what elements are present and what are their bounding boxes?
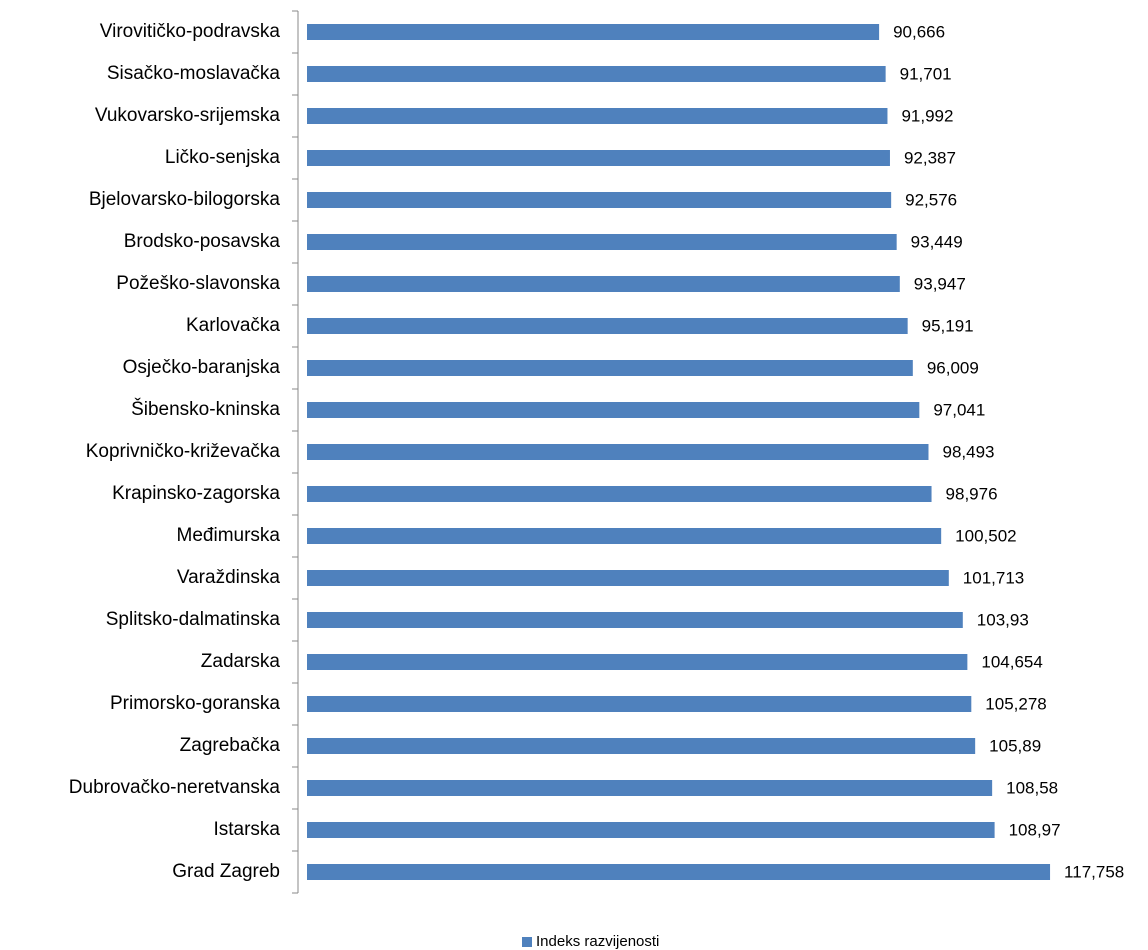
value-label: 92,576: [905, 190, 957, 209]
value-label: 93,449: [911, 232, 963, 251]
category-label: Zagrebačka: [180, 735, 281, 756]
category-label: Bjelovarsko-bilogorska: [89, 189, 281, 210]
bar: [307, 360, 913, 376]
category-label: Osječko-baranjska: [123, 357, 281, 378]
bar: [307, 780, 993, 796]
bar: [307, 192, 892, 208]
bar: [307, 528, 942, 544]
category-label: Dubrovačko-neretvanska: [69, 777, 281, 798]
value-label: 98,976: [946, 484, 998, 503]
legend-label: Indeks razvijenosti: [536, 933, 659, 950]
value-label: 105,89: [989, 736, 1041, 755]
value-label: 103,93: [977, 610, 1029, 629]
bar: [307, 276, 900, 292]
bar: [307, 486, 932, 502]
value-label: 108,58: [1006, 778, 1058, 797]
bar: [307, 24, 880, 40]
category-label: Krapinsko-zagorska: [112, 483, 280, 504]
bar: [307, 318, 908, 334]
category-label: Brodsko-posavska: [124, 231, 281, 252]
category-label: Međimurska: [177, 525, 281, 546]
bar: [307, 108, 888, 124]
bar: [307, 738, 976, 754]
value-label: 104,654: [981, 652, 1042, 671]
category-label: Grad Zagreb: [172, 861, 280, 882]
category-label: Karlovačka: [186, 315, 280, 336]
value-label: 92,387: [904, 148, 956, 167]
bar: [307, 402, 920, 418]
value-label: 91,701: [900, 64, 952, 83]
category-label: Sisačko-moslavačka: [107, 63, 281, 84]
category-label: Istarska: [213, 819, 280, 840]
value-label: 90,666: [893, 22, 945, 41]
category-label: Splitsko-dalmatinska: [106, 609, 281, 630]
bar: [307, 696, 972, 712]
bar: [307, 822, 995, 838]
legend-swatch: [522, 937, 532, 947]
category-label: Zadarska: [201, 651, 281, 672]
category-label: Koprivničko-križevačka: [86, 441, 281, 462]
bar: [307, 570, 949, 586]
bar: [307, 150, 890, 166]
bar: [307, 444, 929, 460]
category-label: Varaždinska: [177, 567, 281, 588]
bar: [307, 654, 968, 670]
category-label: Šibensko-kninska: [131, 398, 280, 420]
value-label: 96,009: [927, 358, 979, 377]
value-label: 98,493: [942, 442, 994, 461]
value-label: 117,758: [1064, 862, 1124, 881]
bar: [307, 864, 1051, 880]
value-label: 105,278: [985, 694, 1046, 713]
category-label: Vukovarsko-srijemska: [95, 105, 281, 126]
value-label: 91,992: [901, 106, 953, 125]
bar: [307, 234, 897, 250]
value-label: 101,713: [963, 568, 1024, 587]
value-label: 97,041: [933, 400, 985, 419]
category-label: Ličko-senjska: [165, 147, 281, 168]
category-label: Požeško-slavonska: [116, 273, 280, 294]
bar: [307, 66, 886, 82]
category-label: Primorsko-goranska: [110, 693, 280, 714]
value-label: 100,502: [955, 526, 1016, 545]
value-label: 108,97: [1009, 820, 1061, 839]
value-label: 95,191: [922, 316, 974, 335]
value-label: 93,947: [914, 274, 966, 293]
bar: [307, 612, 963, 628]
category-label: Virovitičko-podravska: [100, 21, 281, 42]
